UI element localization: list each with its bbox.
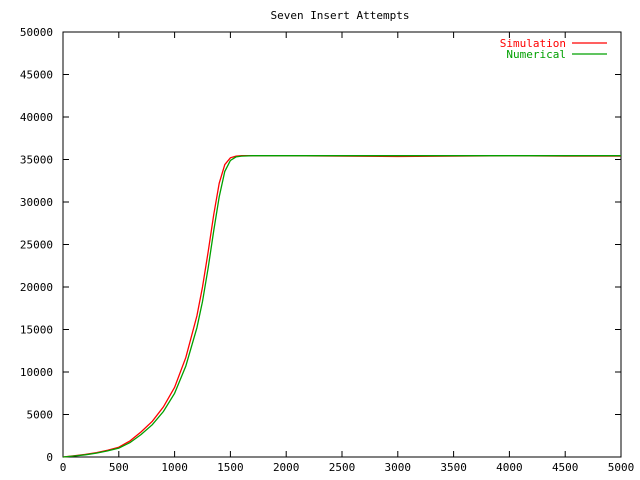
- x-tick-label: 1500: [217, 461, 244, 474]
- y-tick-label: 45000: [20, 69, 53, 82]
- x-tick-label: 3000: [385, 461, 412, 474]
- y-tick-label: 25000: [20, 239, 53, 252]
- series-line-simulation: [62, 155, 621, 458]
- series-line-numerical: [62, 155, 621, 458]
- x-tick-label: 4500: [552, 461, 579, 474]
- y-tick-label: 20000: [20, 281, 53, 294]
- x-tick-label: 0: [60, 461, 67, 474]
- x-tick-label: 1000: [161, 461, 188, 474]
- series-layer: [62, 155, 621, 458]
- y-tick-label: 50000: [20, 26, 53, 39]
- x-tick-label: 3500: [440, 461, 467, 474]
- plot-frame: [62, 31, 622, 458]
- x-tick-label: 5000: [608, 461, 635, 474]
- x-tick-label: 2500: [329, 461, 356, 474]
- axis-ticks: 0 500 1000 1500 2000 2500 3000 3500 4000 4500 5000…: [20, 26, 634, 474]
- x-tick-label: 2000: [273, 461, 300, 474]
- x-tick-label: 4000: [496, 461, 523, 474]
- legend-label-simulation: Simulation: [500, 37, 566, 50]
- y-tick-label: 5000: [27, 409, 54, 422]
- x-tick-label: 500: [109, 461, 129, 474]
- y-tick-label: 35000: [20, 154, 53, 167]
- y-tick-label: 30000: [20, 196, 53, 209]
- y-tick-label: 15000: [20, 324, 53, 337]
- y-tick-label: 40000: [20, 111, 53, 124]
- y-tick-label: 0: [46, 451, 53, 464]
- chart-title: Seven Insert Attempts: [270, 9, 409, 22]
- legend-label-numerical: Numerical: [506, 48, 566, 61]
- y-tick-label: 10000: [20, 366, 53, 379]
